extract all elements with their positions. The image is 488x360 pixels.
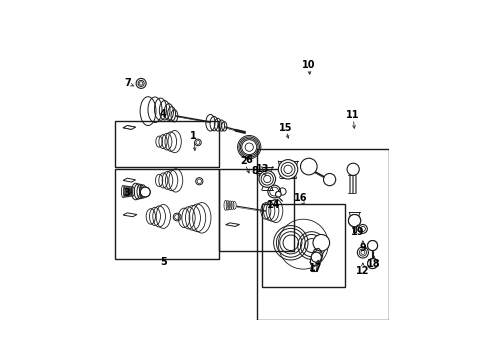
Text: 8: 8: [251, 166, 258, 176]
Circle shape: [312, 234, 329, 251]
Text: 7: 7: [124, 78, 131, 89]
Text: 18: 18: [366, 258, 380, 269]
Bar: [218, 169, 293, 251]
Circle shape: [311, 252, 321, 262]
Text: 13: 13: [256, 164, 269, 174]
Text: 17: 17: [308, 263, 322, 273]
Text: 9: 9: [359, 243, 366, 253]
Text: 10: 10: [302, 60, 315, 70]
Polygon shape: [123, 178, 135, 182]
Polygon shape: [123, 126, 135, 129]
Circle shape: [348, 215, 360, 227]
Text: 16: 16: [293, 193, 306, 203]
Text: 5: 5: [160, 257, 166, 267]
Text: 11: 11: [346, 110, 359, 120]
Text: 14: 14: [267, 201, 280, 210]
Circle shape: [367, 240, 377, 251]
Circle shape: [278, 159, 297, 179]
Text: 6: 6: [245, 155, 252, 165]
Polygon shape: [225, 223, 239, 226]
Circle shape: [275, 192, 281, 197]
Bar: [256, 149, 388, 320]
Circle shape: [300, 158, 317, 175]
Circle shape: [367, 258, 377, 269]
Text: 2: 2: [240, 156, 246, 166]
Text: 1: 1: [190, 131, 197, 141]
Circle shape: [323, 174, 335, 186]
Text: 15: 15: [278, 123, 291, 133]
Bar: [261, 204, 344, 287]
Circle shape: [259, 171, 275, 187]
Text: 19: 19: [350, 227, 364, 237]
Text: 12: 12: [355, 266, 369, 275]
Bar: [115, 121, 218, 167]
Text: 3: 3: [123, 188, 129, 198]
Bar: [115, 169, 218, 260]
Polygon shape: [123, 213, 137, 217]
Text: 4: 4: [160, 109, 166, 119]
Circle shape: [346, 163, 359, 175]
Circle shape: [140, 187, 150, 197]
